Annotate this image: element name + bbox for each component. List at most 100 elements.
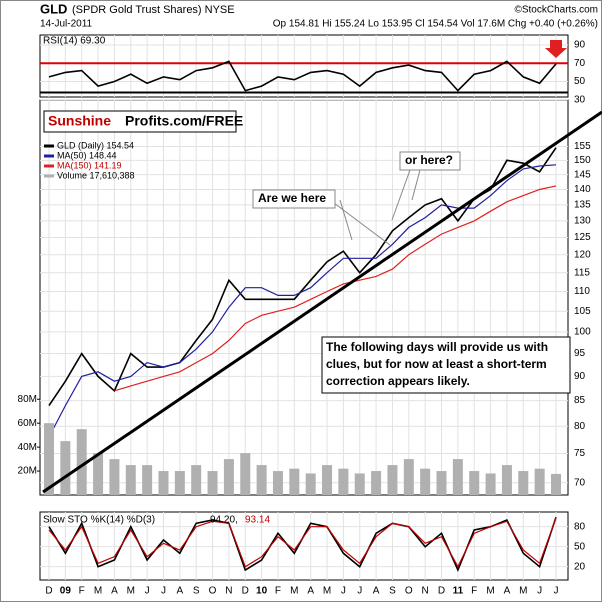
volume-bar [289, 468, 300, 495]
subtitle: (SPDR Gold Trust Shares) NYSE [72, 4, 235, 16]
y-tick-label: 70 [574, 477, 586, 488]
series-line [48, 164, 557, 438]
legend-label: MA(150) 141.19 [57, 160, 122, 170]
volume-bar [76, 429, 87, 495]
callout [329, 199, 391, 246]
x-tick-label: M [127, 586, 135, 597]
logo: Sunshine [48, 113, 111, 129]
volume-bar [305, 473, 316, 495]
volume-bar [142, 465, 153, 495]
callout [339, 199, 353, 241]
x-tick-label: 11 [453, 586, 464, 597]
y-tick-label: 125 [574, 232, 591, 243]
annotation-box [252, 189, 336, 209]
y-tick-label: 115 [574, 267, 590, 278]
x-tick-label: S [193, 586, 200, 597]
annotation: or here? [405, 153, 453, 167]
y-tick-label: 90 [574, 371, 586, 382]
volume-bar [485, 473, 496, 495]
y-tick-label: 70 [574, 58, 586, 69]
volume-bar [403, 459, 414, 495]
note: The following days will provide us with … [326, 340, 549, 388]
volume-bar [93, 453, 104, 495]
x-tick-label: O [405, 586, 413, 597]
volume-bar [436, 471, 447, 495]
x-tick-label: F [471, 586, 477, 597]
volume-bar [207, 471, 218, 495]
volume-bar [501, 465, 512, 495]
x-tick-label: J [537, 586, 542, 597]
sto-readout: 93.14 [245, 515, 270, 526]
note-box [321, 336, 571, 394]
rsi-label: RSI(14) 69.30 [43, 36, 106, 47]
y2-tick-label: 40M [18, 442, 37, 453]
x-tick-label: D [438, 586, 445, 597]
x-tick-label: M [486, 586, 494, 597]
x-tick-label: M [94, 586, 102, 597]
x-tick-label: A [111, 586, 118, 597]
x-tick-label: F [275, 586, 281, 597]
volume-bar [191, 465, 202, 495]
y-tick-label: 135 [574, 200, 591, 211]
y-tick-label: 75 [574, 448, 586, 459]
date: 14-Jul-2011 [40, 19, 93, 30]
volume-bar [371, 471, 382, 495]
y-tick-label: 100 [574, 327, 591, 338]
y-tick-label: 50 [574, 76, 586, 87]
series-line [48, 60, 557, 92]
y-tick-label: 20 [574, 561, 586, 572]
y-tick-label: 50 [574, 541, 586, 552]
x-tick-label: N [225, 586, 232, 597]
x-tick-label: S [389, 586, 396, 597]
x-tick-label: 09 [60, 586, 72, 597]
x-tick-label: J [357, 586, 362, 597]
y-tick-label: 90 [574, 40, 586, 51]
series-line [114, 185, 557, 392]
logo: Profits.com/FREE [125, 113, 243, 129]
volume-bar [469, 471, 480, 495]
volume-bar [452, 459, 463, 495]
x-tick-label: D [242, 586, 249, 597]
trend-line [42, 110, 602, 494]
panel [39, 34, 569, 98]
x-tick-label: M [519, 586, 527, 597]
y-tick-label: 120 [574, 249, 591, 260]
y2-tick-label: 60M [18, 418, 37, 429]
x-tick-label: 10 [256, 586, 268, 597]
x-tick-label: N [422, 586, 429, 597]
x-tick-label: A [177, 586, 184, 597]
annotation-box [399, 151, 461, 171]
x-tick-label: A [504, 586, 511, 597]
panel [39, 511, 569, 581]
x-tick-label: J [161, 586, 166, 597]
volume-bar [256, 465, 267, 495]
x-tick-label: J [145, 586, 150, 597]
volume-bar [518, 471, 529, 495]
y2-tick-label: 20M [18, 466, 37, 477]
y2-tick-label: 80M [18, 394, 37, 405]
annotation: Are we here [258, 191, 326, 205]
x-tick-label: M [323, 586, 331, 597]
sto-label: Slow STO %K(14) %D(3) [43, 515, 155, 526]
volume-bar [322, 465, 333, 495]
x-tick-label: A [373, 586, 380, 597]
volume-bar [338, 468, 349, 495]
x-tick-label: A [307, 586, 314, 597]
panel [39, 99, 569, 496]
sto-readout: 94.20, [210, 515, 238, 526]
note-text: The following days will provide us with … [326, 340, 549, 388]
volume-bar [223, 459, 234, 495]
volume-bar [240, 453, 251, 495]
y-tick-label: 140 [574, 184, 591, 195]
legend-label: GLD (Daily) 154.54 [57, 140, 134, 150]
x-tick-label: D [45, 586, 52, 597]
y-tick-label: 110 [574, 286, 590, 297]
callout [411, 169, 421, 201]
legend-label: MA(50) 148.44 [57, 150, 117, 160]
volume-bar [551, 473, 561, 495]
y-tick-label: 150 [574, 155, 591, 166]
y-tick-label: 95 [574, 348, 586, 359]
x-tick-label: O [209, 586, 217, 597]
ticker: GLD [40, 1, 67, 16]
arrow [545, 40, 567, 58]
